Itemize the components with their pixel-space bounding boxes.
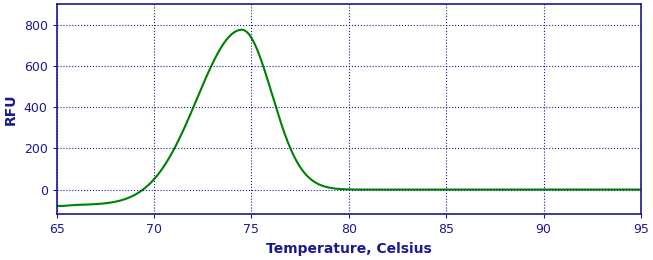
- X-axis label: Temperature, Celsius: Temperature, Celsius: [266, 242, 432, 256]
- Y-axis label: RFU: RFU: [4, 93, 18, 125]
